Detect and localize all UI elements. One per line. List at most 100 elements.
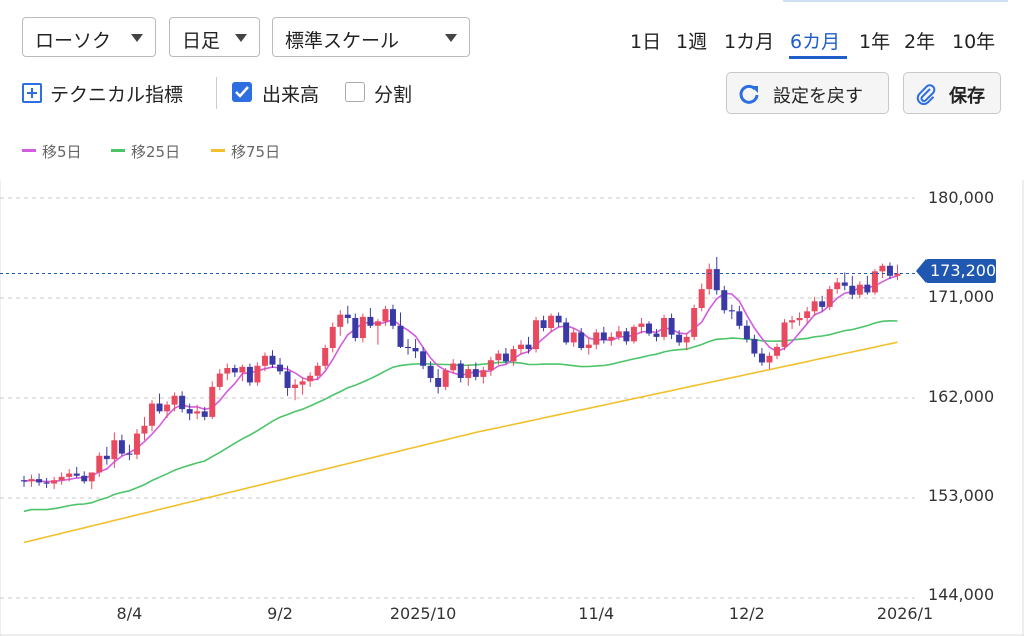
candle-body <box>758 353 765 363</box>
candle-body <box>149 403 156 426</box>
legend-ma5-label: 移5日 <box>42 143 82 161</box>
reset-settings-label: 設定を戻す <box>773 86 863 107</box>
candle-body <box>427 365 434 378</box>
period-tab-1w[interactable]: 1週 <box>676 31 708 53</box>
candle-body <box>721 290 728 311</box>
x-tick-label: 8/4 <box>116 604 143 623</box>
candle-body <box>789 320 796 323</box>
candle-body <box>834 282 841 290</box>
y-tick-label: 153,000 <box>928 486 995 505</box>
scale-select[interactable]: 標準スケール <box>272 17 470 57</box>
candle-body <box>661 318 668 337</box>
legend-ma5-swatch <box>22 149 36 152</box>
candle-body <box>307 375 314 382</box>
candle-body <box>728 310 735 312</box>
candle-body <box>239 366 246 373</box>
candle-body <box>743 325 750 340</box>
candle-body <box>141 425 148 434</box>
candle-body <box>73 473 80 476</box>
refresh-icon <box>739 84 759 104</box>
candle-body <box>43 482 50 484</box>
candle-body <box>269 355 276 365</box>
volume-checkbox[interactable] <box>232 82 252 102</box>
candle-body <box>638 323 645 327</box>
candle-body <box>736 311 743 326</box>
candle-body <box>201 411 208 417</box>
candle-body <box>819 301 826 307</box>
add-technical-icon[interactable] <box>22 83 42 103</box>
divider <box>216 77 217 109</box>
technical-indicator-link[interactable]: テクニカル指標 <box>50 84 184 106</box>
candle-body <box>103 455 110 460</box>
candle-body <box>88 472 95 482</box>
x-tick-label: 9/2 <box>267 604 293 623</box>
candle-body <box>548 315 555 328</box>
legend-ma5: 移5日 <box>22 141 82 162</box>
scale-select-label: 標準スケール <box>285 30 400 52</box>
chart-type-select[interactable]: ローソク <box>22 17 156 57</box>
candle-body <box>284 371 291 388</box>
paperclip-icon <box>916 84 936 105</box>
candle-body <box>510 349 517 362</box>
candle-body <box>615 331 622 337</box>
candle-body <box>344 314 351 318</box>
chevron-down-icon <box>445 34 457 42</box>
top-accent-line <box>783 0 1008 2</box>
candle-body <box>683 336 690 343</box>
candle-body <box>600 332 607 341</box>
candle-body <box>299 381 306 385</box>
period-tab-1m[interactable]: 1カ月 <box>724 31 775 53</box>
y-tick-label: 171,000 <box>928 287 995 306</box>
candle-body <box>397 325 404 347</box>
candle-body <box>886 265 893 276</box>
candle-body <box>164 404 171 412</box>
candle-body <box>209 386 216 417</box>
candle-body <box>585 344 592 348</box>
candle-body <box>277 364 284 372</box>
split-checkbox[interactable] <box>345 82 365 102</box>
candle-body <box>21 480 27 482</box>
chart-type-select-label: ローソク <box>35 30 112 52</box>
period-tab-10y[interactable]: 10年 <box>952 31 996 53</box>
candle-body <box>698 289 705 308</box>
candle-body <box>555 315 562 323</box>
chevron-down-icon <box>131 34 143 42</box>
candle-body <box>774 346 780 356</box>
candle-body <box>706 269 713 290</box>
period-tab-6m[interactable]: 6カ月 <box>790 31 841 53</box>
candle-body <box>58 476 65 481</box>
candle-body <box>352 318 359 338</box>
split-label: 分割 <box>374 84 413 106</box>
candle-body <box>502 353 509 362</box>
candle-body <box>261 355 268 366</box>
candle-body <box>487 360 494 371</box>
candle-body <box>374 321 381 326</box>
candle-body <box>849 285 856 295</box>
candle-body <box>126 453 133 455</box>
candle-body <box>796 318 803 321</box>
candle-body <box>292 384 299 388</box>
candle-body <box>811 301 818 312</box>
period-tab-2y[interactable]: 2年 <box>904 31 936 53</box>
x-tick-label: 11/4 <box>578 604 615 623</box>
interval-select[interactable]: 日足 <box>169 17 260 57</box>
candle-body <box>322 348 329 366</box>
candle-body <box>337 314 344 327</box>
period-tab-1y[interactable]: 1年 <box>859 31 891 53</box>
candle-body <box>517 344 524 350</box>
candle-body <box>246 366 253 383</box>
price-chart[interactable] <box>0 180 1024 636</box>
candle-body <box>472 369 479 377</box>
legend-ma75-label: 移75日 <box>231 143 281 161</box>
candle-body <box>224 368 231 374</box>
candle-body <box>540 320 547 328</box>
candle-body <box>871 271 878 293</box>
candle-body <box>630 326 637 342</box>
legend-ma25: 移25日 <box>111 141 180 162</box>
reset-settings-button[interactable]: 設定を戻す <box>726 72 889 114</box>
candle-body <box>804 311 811 318</box>
save-button[interactable]: 保存 <box>903 72 1001 114</box>
candle-body <box>405 346 412 349</box>
period-tab-1d[interactable]: 1日 <box>630 31 662 53</box>
candle-body <box>133 433 140 455</box>
